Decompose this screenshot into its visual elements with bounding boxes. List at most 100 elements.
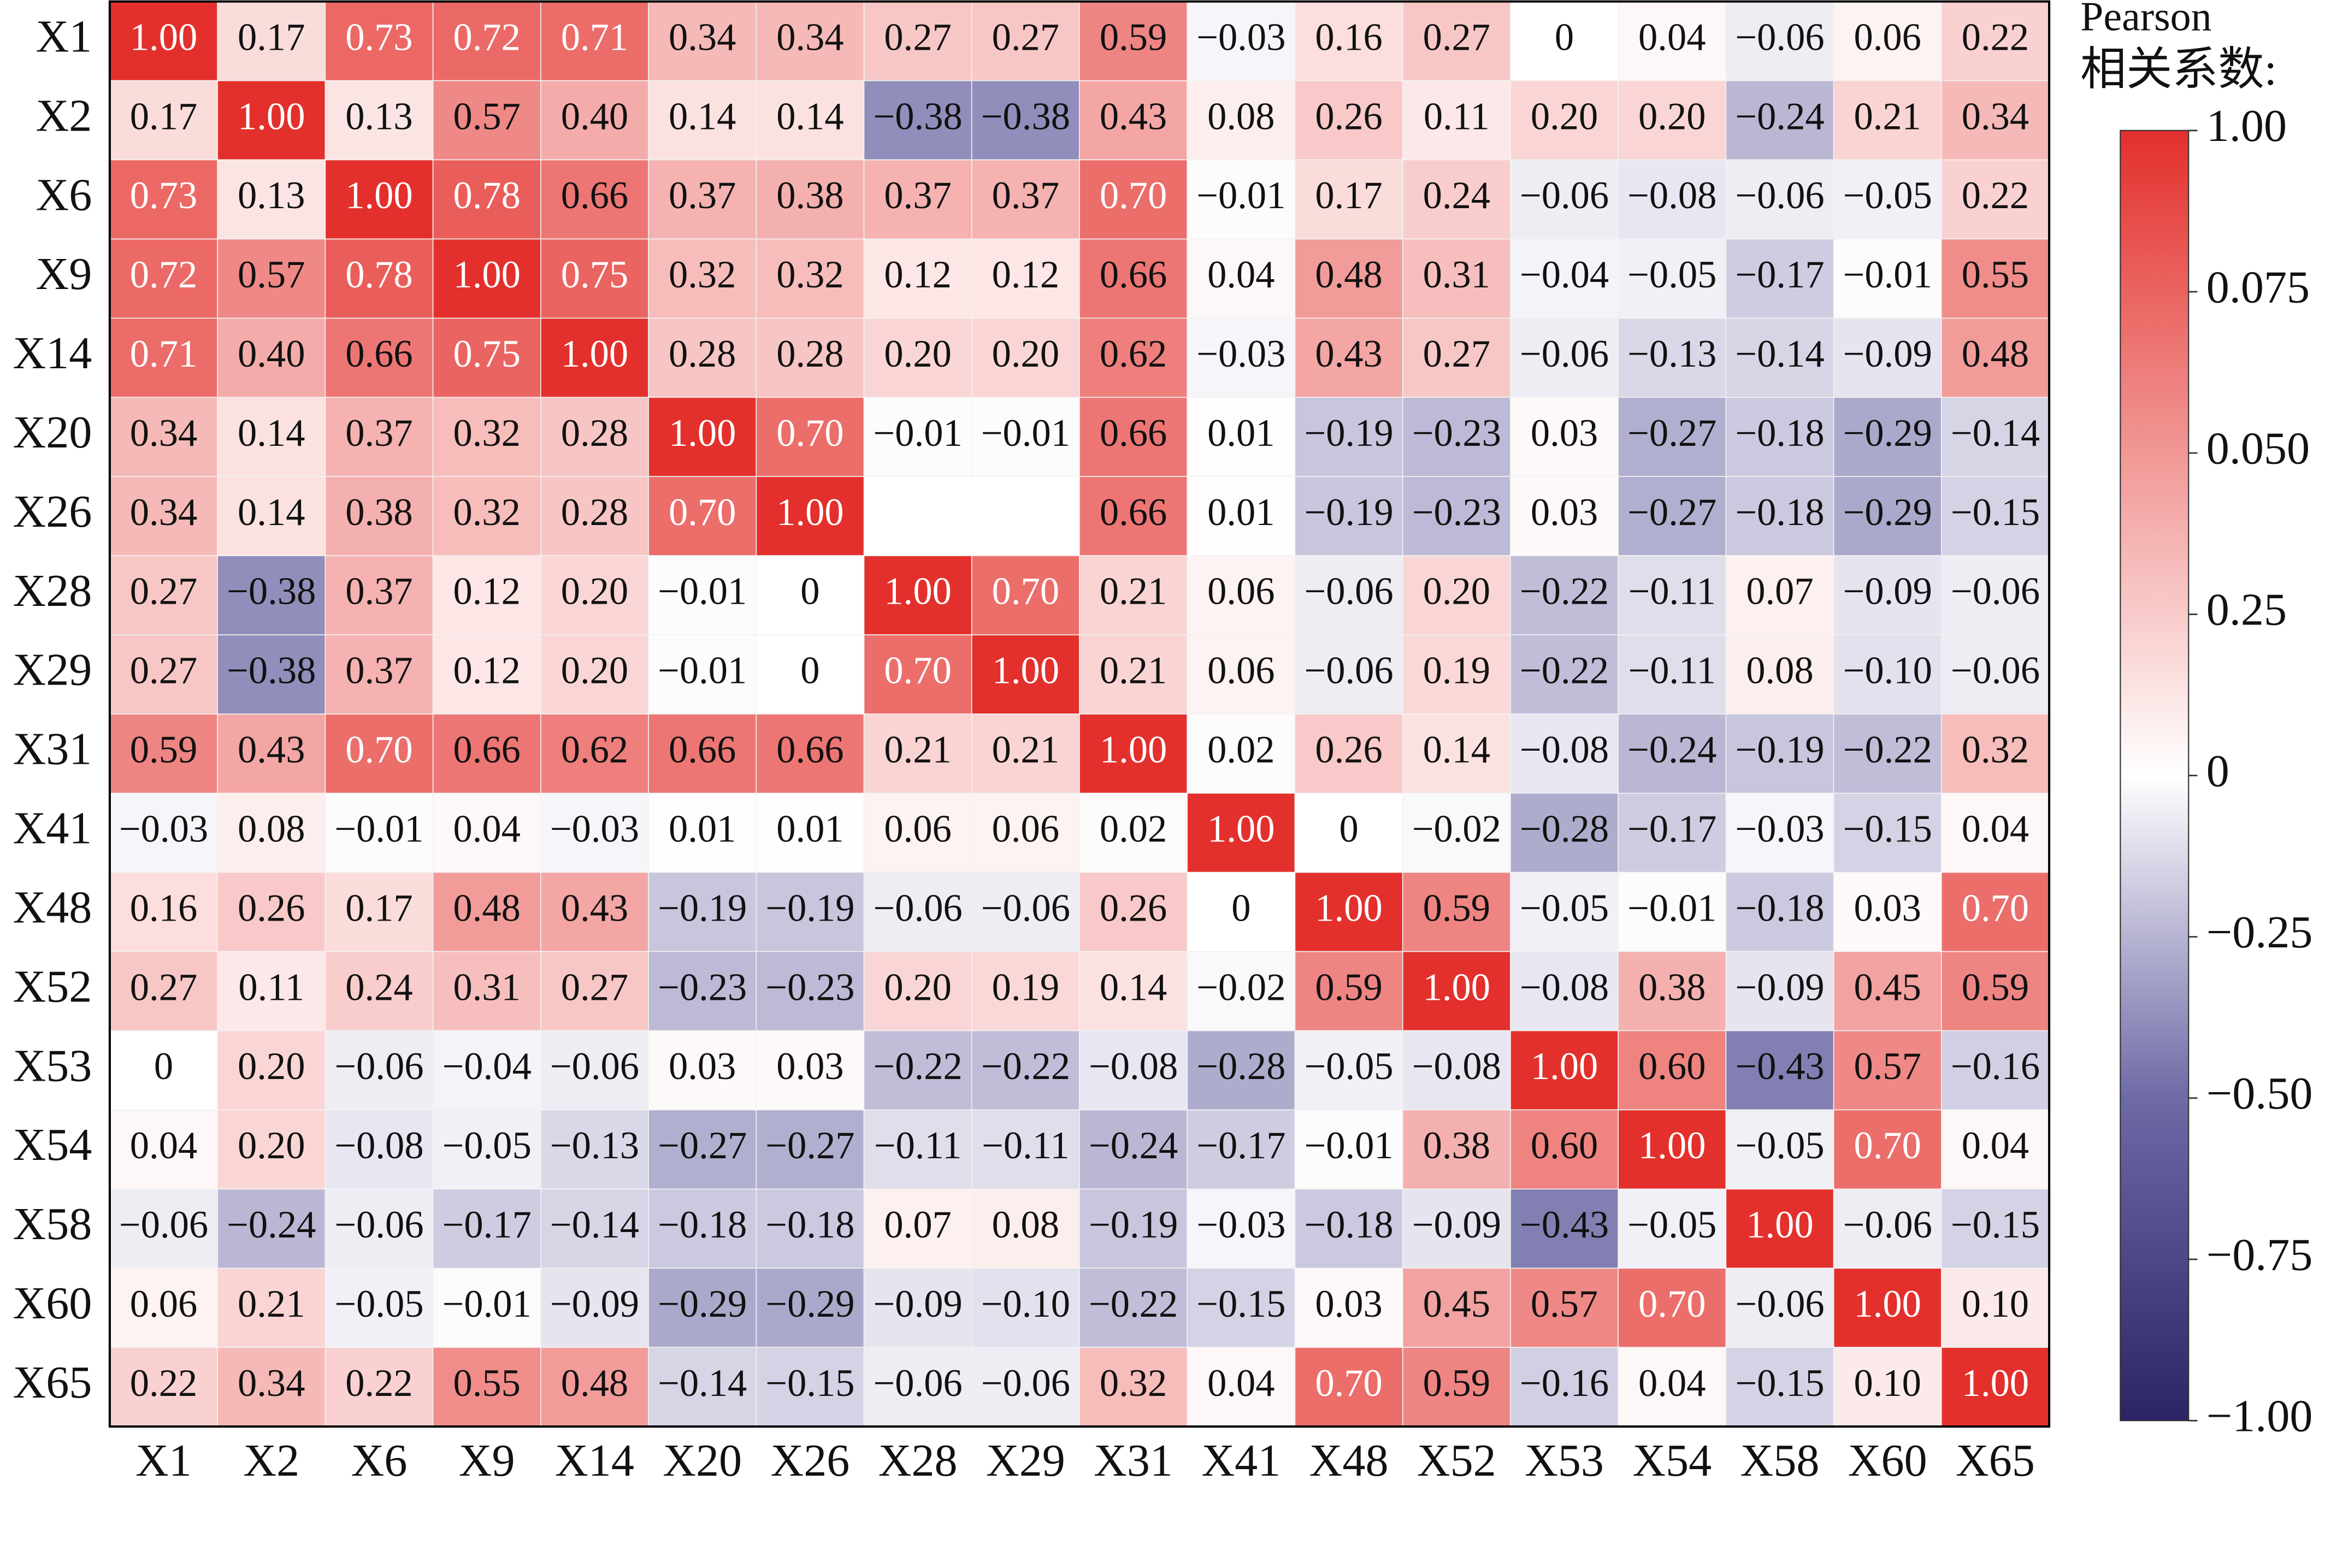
cell-label: 0.14 [776, 95, 843, 138]
cell-label: 0.60 [1638, 1045, 1706, 1088]
heat-cell [971, 159, 1080, 240]
heat-cell [1079, 317, 1188, 398]
heat-cell [217, 397, 326, 477]
cell-label: 0.31 [453, 966, 520, 1009]
x-tick-label: X31 [1094, 1435, 1173, 1486]
cell-label: −0.06 [1735, 16, 1824, 58]
heat-cell [1833, 1268, 1942, 1348]
cell-label: 0.21 [992, 729, 1059, 771]
cell-label: 0.03 [1315, 1283, 1382, 1325]
cell-label: −0.24 [1735, 95, 1824, 138]
heat-cell [1941, 159, 2050, 240]
heat-cell [1510, 871, 1619, 952]
heat-cell [648, 476, 757, 556]
heat-cell [432, 714, 541, 794]
heat-cell [971, 951, 1080, 1031]
heat-cell [540, 317, 649, 398]
heat-cell [432, 476, 541, 556]
y-tick-label: X14 [13, 328, 92, 379]
cell-label: 0.55 [453, 1362, 520, 1405]
cell-label: −0.01 [1196, 174, 1285, 217]
heat-cell [1941, 871, 2050, 952]
heat-cell [324, 317, 434, 398]
cell-label: 0.71 [561, 16, 628, 58]
x-tick-label: X54 [1632, 1435, 1712, 1486]
heat-cell [432, 159, 541, 240]
cell-label: 0.59 [1100, 16, 1167, 58]
heat-cell [1941, 555, 2050, 635]
heat-cell [1618, 792, 1727, 873]
cell-label: 0 [800, 570, 819, 613]
cell-label: −0.15 [1196, 1283, 1285, 1325]
heat-cell [971, 80, 1080, 161]
cell-label: 0.66 [669, 729, 736, 771]
cell-label: 1.00 [453, 254, 520, 296]
cell-label: 0.27 [561, 966, 628, 1009]
cell-label: 0.27 [130, 650, 197, 692]
cell-label: −0.27 [1627, 412, 1716, 455]
heat-cell [1294, 159, 1403, 240]
heat-cell [1833, 159, 1942, 240]
cell-label: −0.18 [765, 1204, 854, 1246]
heat-cell [971, 397, 1080, 477]
heat-cell [1941, 1109, 2050, 1190]
heat-cell [1725, 397, 1834, 477]
heat-cell [432, 1030, 541, 1111]
heat-cell [1079, 1347, 1188, 1427]
cell-label: 0.70 [1638, 1283, 1706, 1325]
cell-label: 0.59 [1423, 887, 1490, 929]
heat-cell [217, 714, 326, 794]
heat-cell [217, 634, 326, 715]
heat-cell [1187, 951, 1296, 1031]
colorbar-tick-label: 0.075 [2206, 262, 2310, 313]
heat-cell [540, 1268, 649, 1348]
heat-cell [1294, 951, 1403, 1031]
cell-label: 0.06 [1854, 16, 1921, 58]
cell-label: 0.19 [1423, 650, 1490, 692]
heat-cell [1618, 1, 1727, 81]
cell-label: 0.70 [1854, 1124, 1921, 1167]
cell-label: 0.38 [776, 174, 843, 217]
heat-cell [217, 555, 326, 635]
cell-label: 0.04 [1962, 807, 2029, 850]
heat-cell [1833, 476, 1942, 556]
cell-label: 0.04 [1207, 254, 1274, 296]
cell-label: −0.23 [1412, 412, 1501, 455]
heat-cell [540, 1347, 649, 1427]
cell-label: 0.70 [345, 729, 412, 771]
cell-label: 0.70 [992, 570, 1059, 613]
x-tick-label: X65 [1956, 1435, 2035, 1486]
colorbar-tick-label: 0 [2206, 746, 2229, 797]
cell-label: −0.03 [119, 807, 208, 850]
heat-cell [217, 476, 326, 556]
cell-label: 0.27 [992, 16, 1059, 58]
heat-cell [1618, 1347, 1727, 1427]
cell-label: −0.15 [1735, 1362, 1824, 1405]
heat-cell [1187, 555, 1296, 635]
x-tick-label: X53 [1525, 1435, 1604, 1486]
heat-cell [324, 80, 434, 161]
heat-cell [109, 317, 218, 398]
colorbar-tick-label: 0.25 [2206, 585, 2287, 635]
cell-label: −0.13 [1627, 333, 1716, 375]
cell-label: −0.06 [1520, 174, 1609, 217]
cell-label: 1.00 [992, 650, 1059, 692]
heat-cell [1402, 1188, 1511, 1269]
cell-label: −0.14 [658, 1362, 747, 1405]
heat-cell [432, 792, 541, 873]
heat-cell [1079, 1, 1188, 81]
heat-cell [432, 397, 541, 477]
heat-cell [1510, 1347, 1619, 1427]
cell-label: −0.43 [1520, 1204, 1609, 1246]
cell-label: −0.05 [442, 1124, 532, 1167]
y-tick-label: X6 [36, 169, 92, 220]
heat-cell [217, 159, 326, 240]
heat-cell [1725, 476, 1834, 556]
cell-label: −0.14 [550, 1204, 639, 1246]
cell-label: −0.05 [1843, 174, 1932, 217]
heat-cell [1833, 317, 1942, 398]
cell-label: 0.32 [1100, 1362, 1167, 1405]
cell-label: −0.06 [334, 1204, 423, 1246]
heat-cell [217, 1347, 326, 1427]
cell-label: 0.01 [1207, 491, 1274, 534]
